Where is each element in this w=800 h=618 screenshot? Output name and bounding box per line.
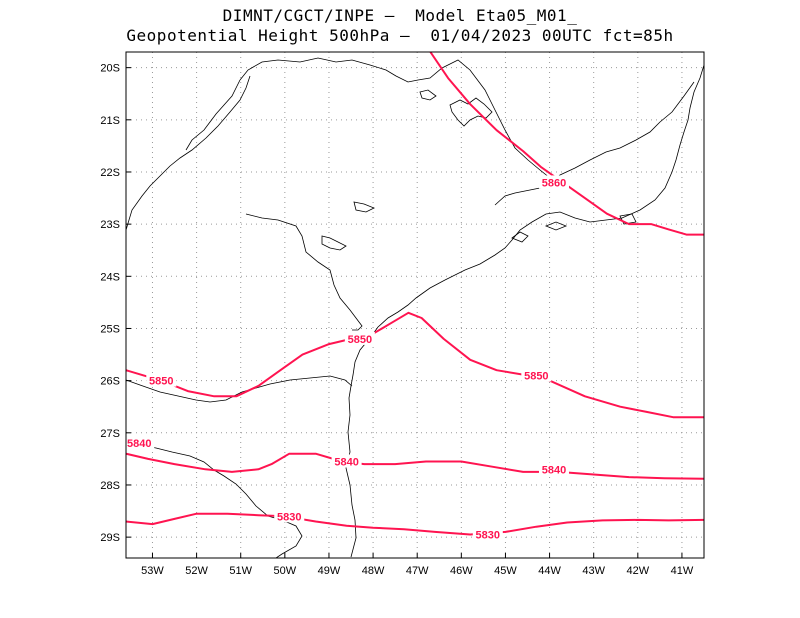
state-border-pr-sc bbox=[126, 375, 353, 403]
contour-label: 5830 bbox=[476, 530, 500, 542]
coastline-and-borders bbox=[126, 57, 704, 558]
reservoir bbox=[449, 97, 493, 127]
lat-tick-label: 29S bbox=[100, 532, 120, 544]
reservoir bbox=[321, 235, 347, 251]
lon-tick-label: 46W bbox=[450, 565, 473, 577]
contour-label-bg bbox=[331, 454, 362, 468]
lon-tick-label: 49W bbox=[318, 565, 341, 577]
lon-tick-label: 53W bbox=[141, 565, 164, 577]
lat-tick-label: 21S bbox=[100, 115, 120, 127]
height-contours bbox=[126, 52, 704, 536]
lat-tick-label: 28S bbox=[100, 480, 120, 492]
state-border-sp-pr bbox=[126, 75, 251, 231]
state-border-pr-north bbox=[245, 213, 363, 331]
lon-tick-label: 50W bbox=[274, 565, 297, 577]
lon-tick-label: 48W bbox=[362, 565, 385, 577]
coastline bbox=[345, 64, 704, 558]
state-border-mg-rj bbox=[547, 81, 695, 186]
contour-label-bg bbox=[274, 509, 305, 523]
contour-label-bg bbox=[521, 368, 552, 382]
island bbox=[511, 231, 529, 243]
contour-label: 5840 bbox=[542, 464, 566, 476]
reservoir bbox=[419, 89, 437, 101]
reservoir bbox=[353, 201, 375, 213]
island bbox=[544, 221, 568, 231]
contour-label-bg bbox=[538, 175, 569, 189]
contour-labels: 5860 5850 5850 5850 5840 5840 5840 5830 5830 bbox=[124, 175, 569, 542]
contour-label: 5850 bbox=[524, 370, 548, 382]
lat-tick-label: 27S bbox=[100, 428, 120, 440]
contour-label-bg bbox=[146, 373, 177, 387]
map-title-line1: DIMNT/CGCT/INPE – Model Eta05_M01_ bbox=[222, 6, 578, 25]
lon-tick-label: 51W bbox=[229, 565, 252, 577]
lat-tick-label: 26S bbox=[100, 376, 120, 388]
state-border-sc-rs bbox=[126, 439, 303, 558]
lon-tick-label: 41W bbox=[671, 565, 694, 577]
state-border-sp-inland bbox=[185, 79, 241, 151]
contour-5860 bbox=[429, 52, 704, 236]
lat-tick-label: 24S bbox=[100, 271, 120, 283]
contour-label: 5840 bbox=[334, 456, 358, 468]
lat-tick-label: 25S bbox=[100, 323, 120, 335]
lat-tick-label: 22S bbox=[100, 167, 120, 179]
contour-label: 5860 bbox=[542, 177, 566, 189]
lon-tick-label: 45W bbox=[494, 565, 517, 577]
contour-5850 bbox=[126, 311, 704, 419]
lon-tick-label: 42W bbox=[627, 565, 650, 577]
map-title-line2: Geopotential Height 500hPa – 01/04/2023 … bbox=[126, 26, 674, 45]
contour-label-bg bbox=[124, 436, 155, 450]
state-border-sp-mg bbox=[239, 57, 551, 206]
contour-5830 bbox=[126, 512, 704, 536]
contour-label: 5830 bbox=[277, 511, 301, 523]
lat-lon-grid bbox=[126, 52, 704, 558]
contour-5840 bbox=[126, 452, 704, 480]
contour-label: 5850 bbox=[149, 376, 173, 388]
contour-label-bg bbox=[344, 331, 375, 345]
map-frame bbox=[125, 51, 705, 559]
contour-label: 5840 bbox=[127, 438, 151, 450]
lon-tick-label: 44W bbox=[538, 565, 561, 577]
contour-label: 5850 bbox=[348, 334, 372, 346]
lon-tick-label: 52W bbox=[185, 565, 208, 577]
lon-tick-label: 43W bbox=[582, 565, 605, 577]
contour-label-bg bbox=[472, 527, 503, 541]
lat-tick-label: 20S bbox=[100, 63, 120, 75]
lat-tick-label: 23S bbox=[100, 219, 120, 231]
contour-label-bg bbox=[538, 462, 569, 476]
axis-ticks: 53W 52W 51W 50W 49W 48W 47W 46W 45W 44W 43W 42W 41W 2… bbox=[100, 63, 693, 577]
lon-tick-label: 47W bbox=[406, 565, 429, 577]
